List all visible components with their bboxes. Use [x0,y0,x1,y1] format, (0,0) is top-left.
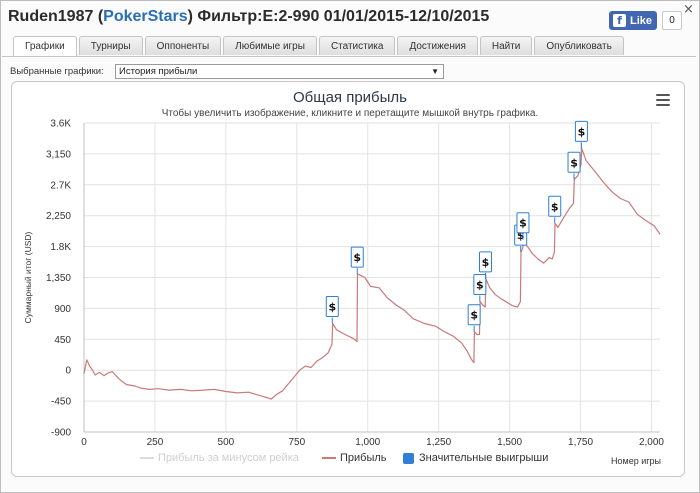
tab-search[interactable]: Найти [479,36,533,55]
big-win-flag [325,296,339,318]
x-tick-label: 1,000 [355,437,380,448]
big-win-flag [574,120,588,142]
legend-line-swatch [322,457,336,460]
graph-selector-label: Выбранные графики: [10,66,104,77]
legend-item-profit[interactable]: Прибыль [322,452,387,464]
y-tick-label: 0 [65,366,71,377]
y-tick-label: 1,350 [46,273,71,284]
tab-favorite-games[interactable]: Любимые игры [223,36,317,55]
tab-bar: Графики Турниры Оппоненты Любимые игры С… [13,36,626,56]
y-tick-label: -900 [51,428,71,439]
chart-subtitle: Чтобы увеличить изображение, кликните и … [161,108,539,119]
big-win-flag [567,151,581,173]
tab-divider [2,56,696,57]
big-win-flag-label: $ [328,301,336,314]
x-axis-title: Номер игры [611,456,661,466]
y-tick-label: 2.7K [50,180,71,191]
legend-item-net-profit[interactable]: Прибыль за минусом рейка [140,452,299,464]
graph-selector-value: История прибыли [119,66,198,77]
x-tick-label: 250 [147,437,164,448]
tab-statistics[interactable]: Статистика [318,36,396,55]
tab-opponents[interactable]: Оппоненты [144,36,222,55]
facebook-like-count: 0 [662,11,682,30]
y-tick-label: 3.6K [50,119,71,130]
facebook-like-label: Like [630,14,653,27]
x-tick-label: 2,000 [639,437,664,448]
legend-label: Прибыль [340,452,387,464]
legend-line-swatch [140,457,154,460]
tab-publish[interactable]: Опубликовать [534,36,624,55]
tab-achievements[interactable]: Достижения [397,36,478,55]
big-win-flag-label: $ [476,279,484,292]
title-filter: ) Фильтр:E:2-990 01/01/2015-12/10/2015 [187,8,490,25]
big-win-flag-label: $ [578,125,586,138]
dropdown-arrow-icon: ▼ [431,67,439,76]
facebook-icon: f [613,14,626,27]
chart-title: Общая прибыль [292,89,408,106]
y-tick-label: 450 [54,335,71,346]
legend-label: Значительные выигрыши [419,452,549,464]
legend-box-swatch [403,452,414,464]
y-tick-label: -450 [51,397,71,408]
title-player: Ruden1987 ( [8,8,104,25]
chart-panel[interactable] [11,81,685,477]
x-tick-label: 1,500 [497,437,522,448]
legend-item-big-wins[interactable]: Значительные выигрыши [403,452,548,464]
tab-graphs[interactable]: Графики [13,36,77,56]
y-tick-label: 900 [54,304,71,315]
facebook-like-button[interactable]: f Like [609,11,657,30]
big-win-flag [516,212,530,234]
big-win-flag-label: $ [519,217,527,230]
x-tick-label: 500 [218,437,235,448]
y-tick-label: 1.8K [50,242,71,253]
big-win-flag [467,304,481,326]
window-title: Ruden1987 (PokerStars) Фильтр:E:2-990 01… [8,8,489,30]
big-win-flag-label: $ [517,229,525,242]
y-axis-title: Суммарный итог (USD) [23,231,33,323]
tab-tournaments[interactable]: Турниры [78,36,143,55]
x-tick-label: 1,250 [426,437,451,448]
graph-selector-dropdown[interactable]: История прибыли ▼ [115,64,444,79]
close-icon[interactable]: × [683,2,694,17]
big-win-flag [478,251,492,273]
big-win-flag-label: $ [470,309,478,322]
series-line-profit [83,147,661,400]
big-win-flag [548,195,562,217]
x-tick-label: 1,750 [568,437,593,448]
y-tick-label: 3,150 [46,149,71,160]
big-win-flag-label: $ [570,156,578,169]
big-win-flag [350,246,364,268]
legend-label: Прибыль за минусом рейка [158,452,299,464]
y-tick-label: 2,250 [46,211,71,222]
title-site-link[interactable]: PokerStars [103,8,188,25]
big-win-flag-label: $ [482,256,490,269]
x-tick-label: 750 [288,437,305,448]
x-tick-label: 0 [81,437,87,448]
big-win-flag-label: $ [353,251,361,264]
big-win-flag-label: $ [551,200,559,213]
big-win-flag [473,274,487,296]
chart-menu-icon[interactable] [656,94,670,106]
